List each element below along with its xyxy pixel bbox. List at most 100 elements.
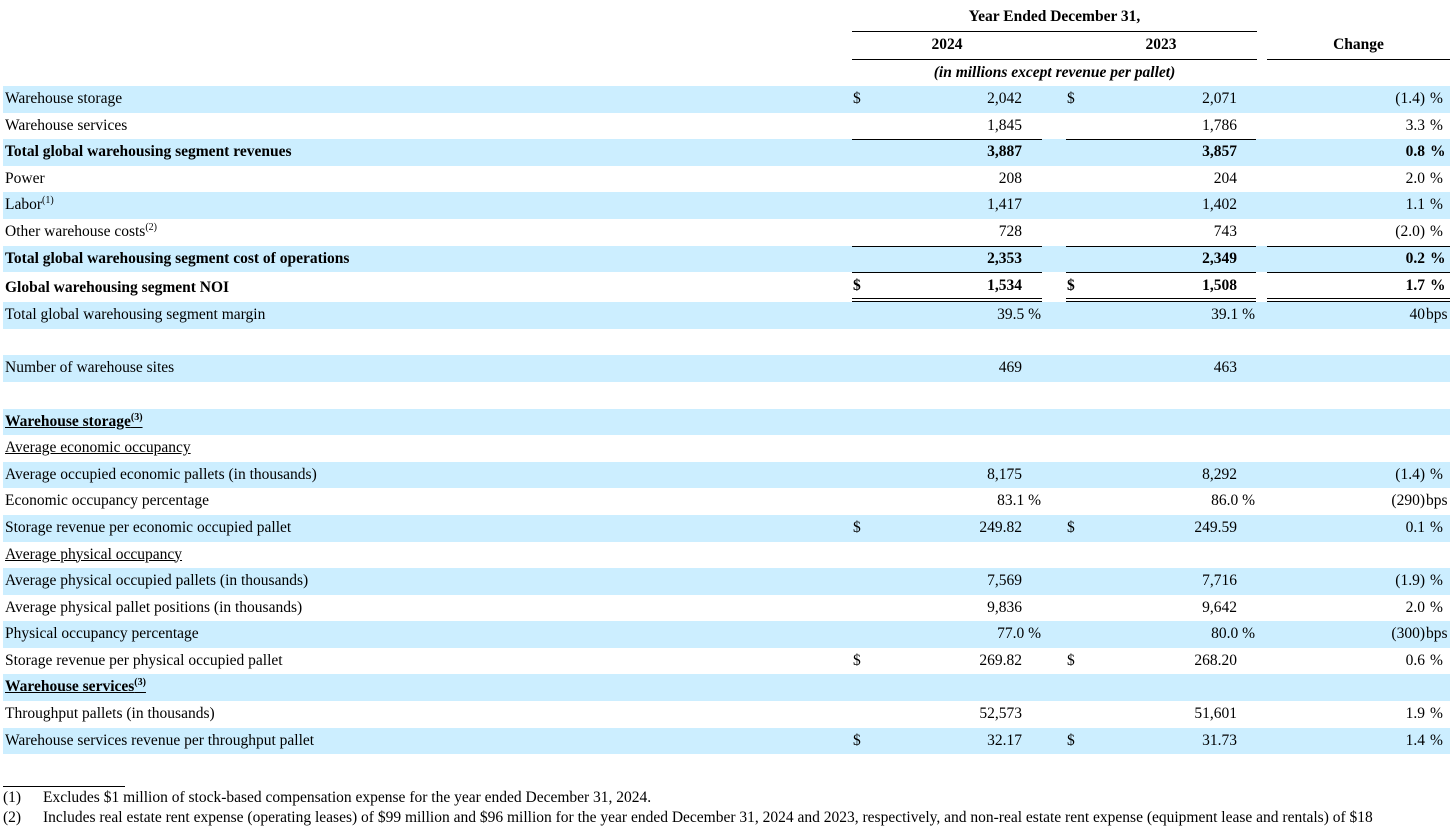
value-2024: 1,417: [987, 196, 1022, 214]
table-row: Storage revenue per economic occupied pa…: [0, 514, 1456, 542]
change-value: 0.6: [1405, 651, 1425, 669]
label-text: Other warehouse costs: [5, 222, 146, 240]
table-body: Warehouse storage $ 2,042 $ 2,071 (1.4) …: [0, 86, 1456, 755]
row-label: Number of warehouse sites: [5, 359, 175, 377]
table-row: Average physical occupied pallets (in th…: [0, 568, 1456, 595]
change-value: 0.1: [1405, 518, 1425, 536]
change-unit: %: [1430, 518, 1443, 536]
change-unit: %: [1430, 465, 1443, 483]
subheading-row: Average physical occupancy: [0, 542, 1456, 569]
change-unit: %: [1430, 90, 1443, 107]
change-value: 0.2: [1405, 249, 1425, 267]
change-unit: bps: [1426, 625, 1448, 643]
value-2024: 3,887: [987, 143, 1022, 161]
change-value: 3.3: [1405, 116, 1425, 134]
subheading: Average economic occupancy: [5, 439, 191, 457]
table-row: Average occupied economic pallets (in th…: [0, 461, 1456, 489]
table-row: Physical occupancy percentage 77.0 % 80.…: [0, 621, 1456, 648]
footnote-key: (2): [3, 809, 22, 826]
section-heading-row: Warehouse services(3): [0, 674, 1456, 702]
change-value: 2.0: [1405, 169, 1425, 187]
change-unit: %: [1430, 143, 1446, 161]
table-row: Economic occupancy percentage 83.1 % 86.…: [0, 488, 1456, 515]
dollar-sign: $: [1067, 277, 1075, 295]
label-text: Labor: [5, 196, 43, 214]
table-row: Other warehouse costs(2) 728 743 (2.0) %: [0, 219, 1456, 246]
dollar-sign: $: [1067, 651, 1075, 669]
change-unit: bps: [1426, 492, 1448, 510]
spacer-row: [0, 329, 1456, 356]
table-row: Global warehousing segment NOI $ 1,534 $…: [0, 272, 1456, 303]
row-label: Storage revenue per physical occupied pa…: [5, 651, 283, 669]
value-2023: 31.73: [1202, 731, 1237, 749]
dollar-sign: $: [853, 518, 861, 536]
table-row: Total global warehousing segment margin …: [0, 302, 1456, 329]
change-value: (2.0): [1395, 222, 1425, 240]
value-2023: 7,716: [1202, 572, 1237, 590]
dollar-sign: $: [1067, 518, 1075, 536]
row-label: Warehouse services: [5, 116, 128, 134]
subtotal-rule: [852, 245, 1042, 247]
table-row: Number of warehouse sites 469 463: [0, 355, 1456, 382]
change-value: 2.0: [1405, 598, 1425, 616]
change-value: 1.7: [1405, 277, 1425, 295]
row-label: Total global warehousing segment margin: [5, 306, 266, 324]
change-value: 1.9: [1405, 705, 1425, 723]
footnote-ref: (2): [145, 221, 157, 233]
header-rule: [852, 31, 1257, 32]
row-label: Labor(1): [5, 196, 54, 214]
change-value: 1.4: [1405, 731, 1425, 749]
section-heading: Warehouse storage(3): [5, 412, 143, 431]
value-2024: 208: [998, 169, 1022, 187]
double-rule: [1267, 298, 1450, 303]
double-rule: [852, 298, 1042, 303]
value-2024: 9,836: [987, 598, 1022, 616]
row-label: Economic occupancy percentage: [5, 492, 209, 510]
footnote-text: Excludes $1 million of stock-based compe…: [43, 789, 652, 806]
row-label: Average physical occupied pallets (in th…: [5, 572, 309, 590]
total-rule: [852, 272, 1042, 274]
label-text: Warehouse storage: [5, 412, 131, 430]
change-value: (1.9): [1395, 572, 1425, 590]
value-2023: 9,642: [1202, 598, 1237, 616]
row-label: Storage revenue per economic occupied pa…: [5, 518, 292, 536]
table-row: Warehouse storage $ 2,042 $ 2,071 (1.4) …: [0, 86, 1456, 113]
change-value: (1.4): [1395, 90, 1425, 107]
total-rule: [1267, 272, 1450, 274]
change-unit: %: [1430, 116, 1443, 134]
table-row: Average physical pallet positions (in th…: [0, 595, 1456, 622]
units-subtitle: (in millions except revenue per pallet): [933, 64, 1176, 81]
col-2023-header: 2023: [1145, 36, 1177, 53]
footnote-separator: [3, 786, 125, 787]
row-label: Physical occupancy percentage: [5, 625, 199, 643]
value-2023: 39.1 %: [1211, 306, 1255, 324]
value-2023: 1,402: [1202, 196, 1237, 214]
value-2023: 80.0 %: [1211, 625, 1255, 643]
table-row: Total global warehousing segment revenue…: [0, 139, 1456, 166]
table-row: Warehouse services 1,845 1,786 3.3 %: [0, 113, 1456, 140]
footnote-ref: (1): [42, 195, 54, 207]
change-unit: %: [1430, 598, 1443, 616]
value-2024: 8,175: [987, 465, 1022, 483]
table-row: Labor(1) 1,417 1,402 1.1 %: [0, 192, 1456, 219]
value-2024: 2,353: [987, 249, 1022, 267]
change-value: (1.4): [1395, 465, 1425, 483]
change-value: (300): [1391, 625, 1425, 643]
row-label: Global warehousing segment NOI: [5, 279, 230, 297]
value-2023: 249.59: [1194, 518, 1237, 536]
table-row: Power 208 204 2.0 %: [0, 166, 1456, 193]
section-heading-row: Warehouse storage(3): [0, 408, 1456, 436]
row-label: Total global warehousing segment cost of…: [5, 249, 350, 267]
change-value: (290): [1391, 492, 1425, 510]
header-rule: [852, 59, 1257, 60]
subtotal-rule: [1267, 245, 1450, 247]
subtotal-rule: [1066, 139, 1256, 141]
row-label: Power: [5, 169, 45, 187]
table-row: Warehouse services revenue per throughpu…: [0, 727, 1456, 755]
change-value: 0.8: [1405, 143, 1425, 161]
subtotal-rule: [852, 139, 1042, 141]
footnote: (2) Includes real estate rent expense (op…: [3, 809, 1373, 827]
value-2023: 1,508: [1202, 277, 1237, 295]
change-unit: %: [1430, 572, 1443, 590]
value-2023: 51,601: [1194, 705, 1237, 723]
